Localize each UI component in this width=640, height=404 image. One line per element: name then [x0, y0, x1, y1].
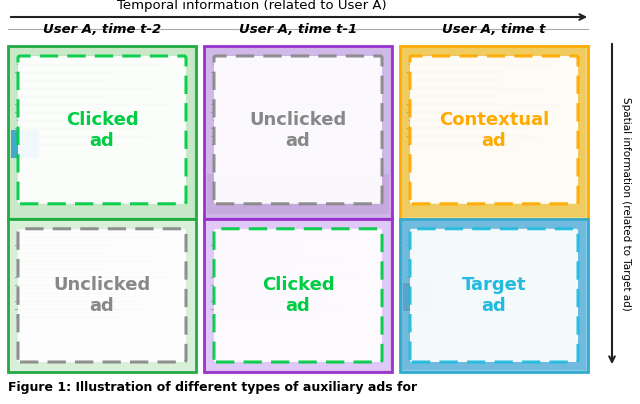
FancyBboxPatch shape — [402, 221, 586, 370]
FancyBboxPatch shape — [403, 283, 431, 311]
Text: User A, time t-2: User A, time t-2 — [43, 23, 161, 36]
Text: Clicked
ad: Clicked ad — [262, 276, 334, 315]
FancyBboxPatch shape — [214, 56, 382, 204]
Text: Unclicked
ad: Unclicked ad — [53, 276, 150, 315]
Text: Figure 1: Illustration of different types of auxiliary ads for: Figure 1: Illustration of different type… — [8, 381, 417, 394]
Text: Target
ad: Target ad — [461, 276, 526, 315]
FancyBboxPatch shape — [207, 174, 389, 214]
Text: Unclicked
ad: Unclicked ad — [250, 111, 347, 150]
FancyBboxPatch shape — [214, 229, 382, 362]
FancyBboxPatch shape — [206, 48, 390, 217]
FancyBboxPatch shape — [8, 46, 196, 219]
FancyBboxPatch shape — [410, 229, 578, 362]
FancyBboxPatch shape — [18, 56, 186, 204]
FancyBboxPatch shape — [11, 130, 39, 158]
FancyBboxPatch shape — [8, 219, 196, 372]
Text: Temporal information (related to User A): Temporal information (related to User A) — [116, 0, 387, 12]
FancyBboxPatch shape — [204, 46, 392, 219]
FancyBboxPatch shape — [10, 48, 194, 217]
FancyBboxPatch shape — [204, 219, 392, 372]
FancyBboxPatch shape — [10, 221, 194, 370]
FancyBboxPatch shape — [402, 48, 586, 217]
Text: Contextual
ad: Contextual ad — [439, 111, 549, 150]
FancyBboxPatch shape — [206, 221, 390, 370]
Text: Spatial information (related to Target ad): Spatial information (related to Target a… — [621, 97, 631, 311]
Text: User A, time t: User A, time t — [442, 23, 546, 36]
Text: Clicked
ad: Clicked ad — [66, 111, 138, 150]
FancyBboxPatch shape — [400, 46, 588, 219]
Text: User A, time t-1: User A, time t-1 — [239, 23, 357, 36]
FancyBboxPatch shape — [410, 56, 578, 204]
FancyBboxPatch shape — [18, 229, 186, 362]
FancyBboxPatch shape — [400, 219, 588, 372]
